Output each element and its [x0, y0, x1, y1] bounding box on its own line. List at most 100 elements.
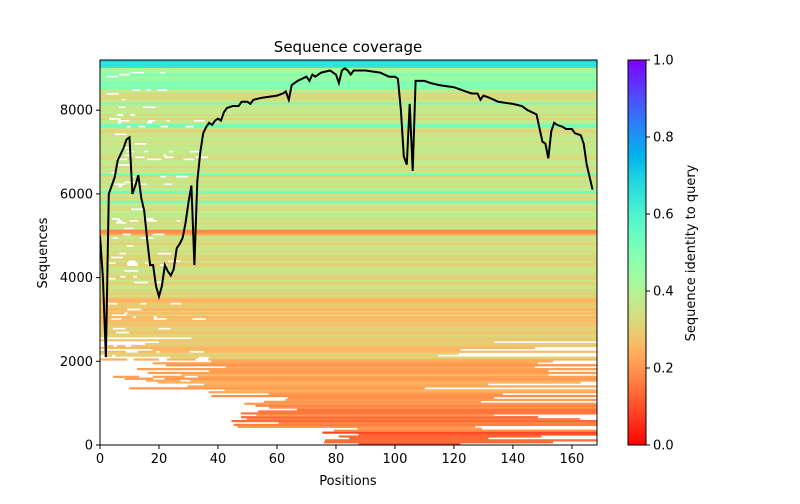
coverage-segment: [100, 150, 126, 153]
coverage-segment: [100, 204, 597, 207]
plot-frame: [99, 59, 598, 446]
coverage-segment: [100, 194, 597, 197]
colorbar-axis: 0.0 0.2 0.4 0.6 0.8 1.0: [646, 54, 674, 454]
coverage-segment: [171, 183, 597, 186]
coverage-segment: [278, 421, 597, 425]
coverage-segment: [100, 339, 597, 342]
coverage-segment: [146, 183, 164, 186]
coverage-segment: [287, 396, 495, 400]
coverage-segment: [263, 400, 482, 403]
coverage-segment: [100, 83, 597, 86]
coverage-segment: [129, 119, 149, 122]
coverage-segment: [100, 140, 597, 144]
coverage-segment: [126, 314, 597, 317]
coverage-segment: [151, 121, 597, 124]
coverage-segment: [150, 88, 158, 92]
coverage-segment: [100, 86, 597, 90]
coverage-segment: [127, 312, 597, 315]
coverage-segment: [130, 125, 139, 128]
coverage-segment: [107, 344, 114, 348]
coverage-segment: [100, 98, 122, 101]
coverage-segment: [100, 100, 597, 103]
x-axis: 0 20 40 60 80 100 120 140 160: [96, 445, 584, 467]
coverage-segment: [147, 150, 169, 153]
coverage-segment: [358, 443, 461, 445]
coverage-segment: [100, 90, 597, 94]
coverage-segment: [268, 393, 503, 396]
colorbar-tick-label: 1.0: [653, 54, 674, 69]
coverage-segment: [155, 106, 597, 109]
coverage-segment: [125, 327, 159, 330]
coverage-segment: [100, 190, 597, 194]
coverage-segment: [100, 77, 597, 80]
coverage-segment: [100, 304, 597, 307]
coverage-segment: [134, 150, 144, 153]
coverage-segment: [100, 223, 597, 226]
coverage-segment: [244, 402, 597, 405]
coverage-segment: [100, 285, 597, 288]
x-tick-label: 120: [442, 452, 467, 467]
coverage-segment: [100, 117, 110, 120]
coverage-segment: [211, 394, 597, 398]
coverage-segment: [135, 113, 597, 117]
coverage-segment: [203, 350, 597, 353]
coverage-segment: [133, 244, 597, 248]
coverage-segment: [100, 173, 597, 176]
coverage-segment: [100, 65, 597, 68]
x-tick-label: 160: [560, 452, 585, 467]
coverage-segment: [166, 317, 193, 321]
coverage-segment: [100, 225, 597, 228]
coverage-segment: [100, 331, 117, 334]
coverage-segment: [122, 185, 597, 188]
x-tick-label: 80: [328, 452, 345, 467]
colorbar-tick-label: 0.6: [653, 208, 674, 223]
coverage-segment: [100, 131, 597, 134]
coverage-segment: [166, 358, 196, 361]
coverage-segment: [100, 229, 597, 232]
coverage-segment: [193, 125, 597, 128]
coverage-segment: [100, 206, 597, 209]
y-tick-label: 4000: [60, 271, 93, 286]
coverage-segment: [208, 356, 597, 359]
coverage-segment: [100, 256, 111, 259]
coverage-segment: [121, 121, 147, 124]
coverage-segment: [170, 327, 597, 330]
coverage-segment: [122, 256, 597, 259]
coverage-segment: [113, 375, 140, 378]
coverage-segment: [100, 119, 119, 122]
coverage-segment: [100, 135, 597, 138]
coverage-segment: [100, 202, 597, 205]
coverage-segment: [100, 321, 597, 325]
coverage-segment: [100, 246, 597, 249]
coverage-segment: [233, 423, 597, 427]
coverage-segment: [258, 410, 597, 413]
coverage-segment: [152, 375, 185, 378]
coverage-segment: [144, 208, 597, 211]
coverage-segment: [157, 219, 177, 222]
coverage-segment: [100, 212, 597, 215]
coverage-segment: [349, 437, 489, 440]
colorbar-tick-label: 0.2: [653, 362, 674, 377]
coverage-segment: [322, 431, 597, 434]
coverage-segment: [144, 156, 165, 159]
coverage-segment: [100, 152, 597, 155]
coverage-segment: [133, 227, 597, 230]
coverage-segment: [100, 329, 597, 332]
coverage-segment: [148, 281, 157, 284]
coverage-segment: [100, 308, 127, 311]
coverage-segment: [100, 142, 135, 145]
coverage-segment: [117, 237, 141, 240]
coverage-segment: [100, 169, 597, 172]
coverage-segment: [100, 185, 119, 188]
coverage-segment: [100, 262, 109, 265]
coverage-segment: [100, 235, 597, 238]
coverage-segment: [256, 414, 494, 417]
coverage-segment: [146, 379, 181, 382]
coverage-segment: [205, 317, 597, 321]
coverage-segment: [197, 375, 597, 378]
coverage-segment: [165, 364, 597, 367]
coverage-segment: [338, 435, 542, 438]
coverage-segment: [119, 217, 144, 221]
coverage-segment: [324, 441, 554, 444]
